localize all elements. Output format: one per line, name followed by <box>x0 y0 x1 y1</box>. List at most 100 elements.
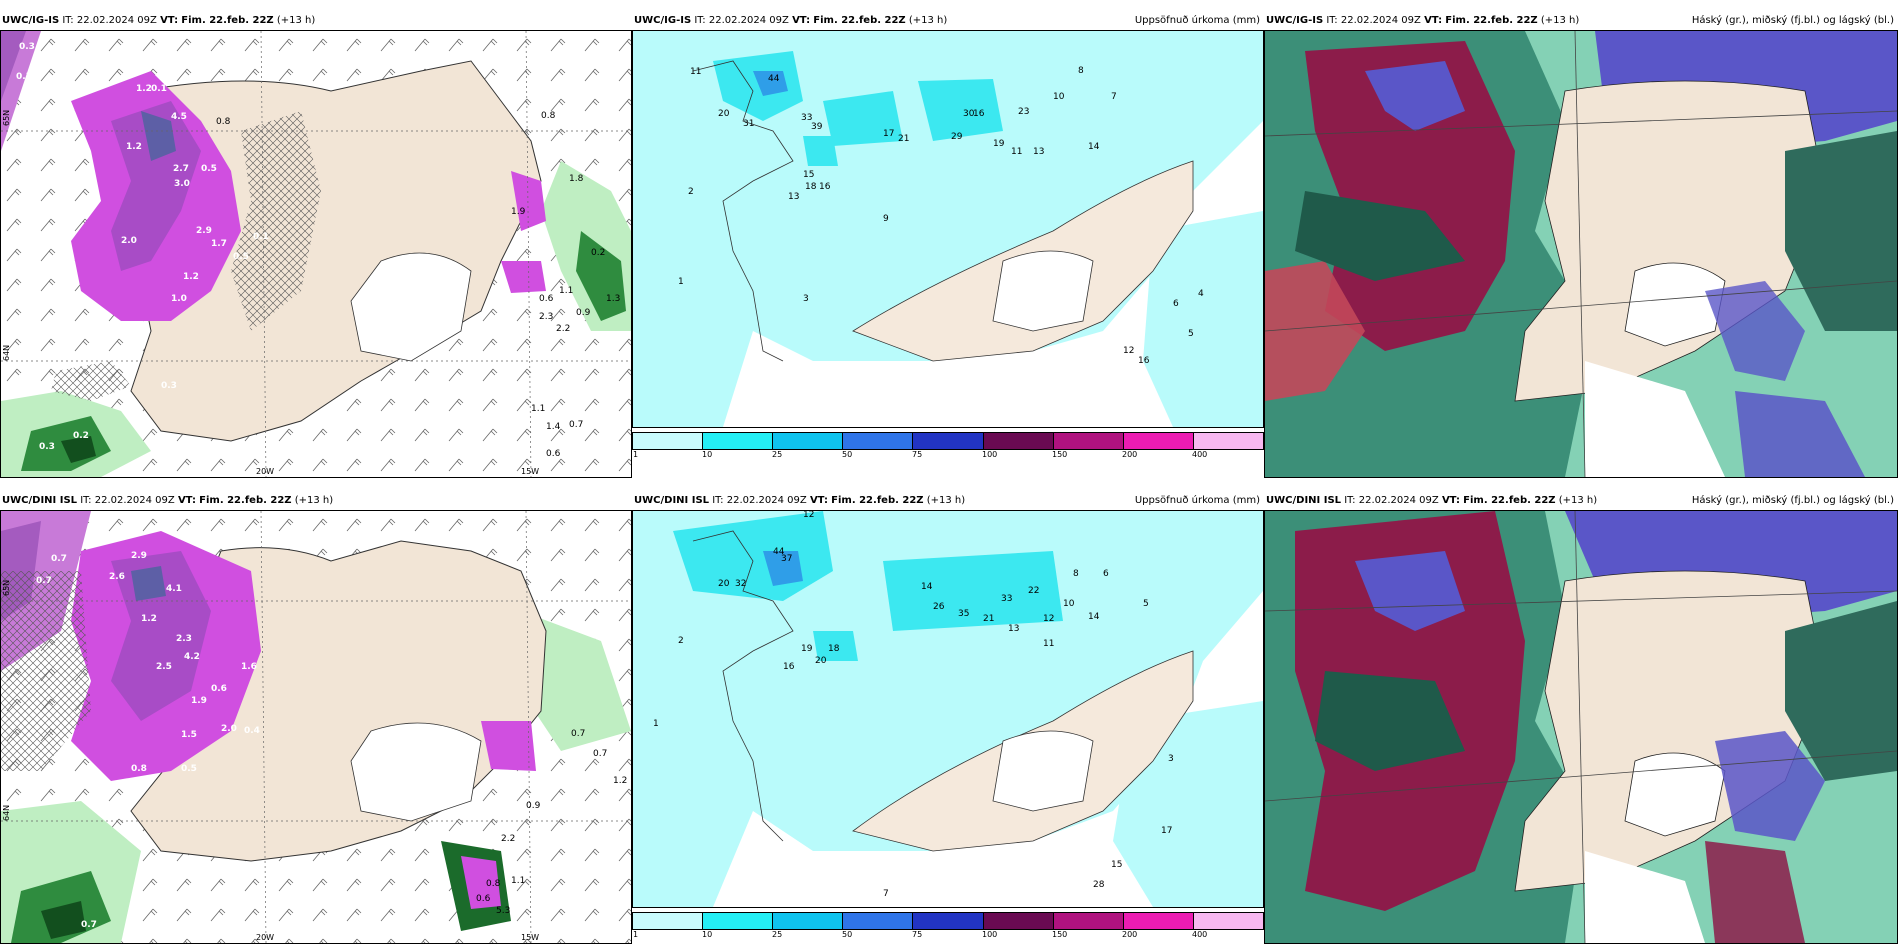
precip-value: 19 <box>993 139 1005 149</box>
precip-value: 28 <box>1093 880 1105 890</box>
precip-value: 1.0 <box>171 294 187 304</box>
init-time: IT: 22.02.2024 09Z <box>62 15 157 26</box>
precip-value: 0.7 <box>593 749 607 759</box>
precip-value: 13 <box>788 192 799 202</box>
precip-colorbar <box>632 432 1264 450</box>
precip-value: 0.3 <box>39 442 55 452</box>
model-name: UWC/IG-IS <box>634 15 692 26</box>
colorbar-tick: 1 <box>633 450 639 459</box>
precip-value: 0.3 <box>73 772 89 782</box>
wind-precip-map: 0.7 0.7 2.9 2.6 4.1 1.2 2.3 4.2 2.5 1.9 … <box>0 510 632 944</box>
lon-label: 15W <box>521 467 539 476</box>
precip-value: 8 <box>1073 569 1079 579</box>
precip-value: 2 <box>678 636 684 646</box>
panel-header: UWC/DINI ISL IT: 22.02.2024 09Z VT: Fim.… <box>1264 492 1898 510</box>
precip-map: 11 44 20 31 33 39 18 16 13 15 17 21 30 1… <box>632 30 1264 428</box>
precip-value: 1.9 <box>191 696 207 706</box>
colorbar-tick: 150 <box>1052 450 1068 459</box>
precip-value: 33 <box>801 113 812 123</box>
precip-value: 0.6 <box>539 294 554 304</box>
precip-map: 12 44 20 32 37 19 16 20 18 14 26 35 21 3… <box>632 510 1264 908</box>
precip-value: 10 <box>1063 599 1075 609</box>
colorbar-segment <box>1193 433 1263 449</box>
lon-label: 20W <box>256 467 274 476</box>
precip-value: 2.9 <box>131 551 147 561</box>
precip-value: 0.4 <box>244 726 260 736</box>
precip-value: 17 <box>883 129 894 139</box>
precip-value: 0.8 <box>541 111 556 121</box>
precip-value: 1.8 <box>569 174 584 184</box>
precip-value: 0.6 <box>546 449 561 459</box>
precip-value: 2.3 <box>539 312 553 322</box>
precip-value: 20 <box>815 656 827 666</box>
precip-svg: 12 44 20 32 37 19 16 20 18 14 26 35 21 3… <box>633 511 1263 907</box>
precip-value: 44 <box>773 547 785 557</box>
init-time: IT: 22.02.2024 09Z <box>712 495 807 506</box>
precip-value: 35 <box>958 609 969 619</box>
cloud-map <box>1264 510 1898 944</box>
precip-value: 0.7 <box>36 576 52 586</box>
precip-value: 5 <box>1143 599 1149 609</box>
precip-value: 16 <box>819 182 831 192</box>
precip-value: 14 <box>1088 612 1100 622</box>
lead-time: (+13 h) <box>1558 495 1598 506</box>
precip-value: 32 <box>735 579 746 589</box>
colorbar-tick: 50 <box>842 930 853 939</box>
precip-value: 4.1 <box>166 584 182 594</box>
valid-time: Fim. 22.feb. 22Z <box>1445 15 1538 26</box>
precip-value: 1 <box>653 719 659 729</box>
lat-label: 65N <box>2 580 11 596</box>
precip-value: 0.6 <box>211 684 227 694</box>
panel-title: Háský (gr.), miðský (fj.bl.) og lágský (… <box>1691 15 1894 26</box>
precip-value: 11 <box>1043 639 1054 649</box>
precip-value: 20 <box>718 579 730 589</box>
precip-value: 22 <box>1028 586 1039 596</box>
precip-value: 2.9 <box>196 226 212 236</box>
precip-value: 1.4 <box>546 422 561 432</box>
colorbar-segment <box>633 433 704 449</box>
precip-value: 37 <box>781 554 792 564</box>
precip-value: 2.2 <box>556 324 570 334</box>
panel-header: UWC/DINI ISL IT: 22.02.2024 09Z VT: Fim.… <box>632 492 1264 510</box>
precip-value: 3 <box>1168 754 1174 764</box>
precip-value: 0.3 <box>19 42 35 52</box>
precip-value: 16 <box>783 662 795 672</box>
precip-value: 5 <box>1188 329 1194 339</box>
colorbar-tick: 150 <box>1052 930 1068 939</box>
precip-value: 14 <box>921 582 933 592</box>
colorbar-tick: 200 <box>1122 450 1138 459</box>
precip-value: 4.5 <box>171 112 187 122</box>
precip-value: 1.2 <box>136 84 152 94</box>
precip-value: 18 <box>828 644 840 654</box>
precip-value: 3.0 <box>174 179 190 189</box>
precip-value: 2.5 <box>156 662 172 672</box>
model-name: UWC/IG-IS <box>1266 15 1324 26</box>
colorbar-segment <box>1053 433 1124 449</box>
colorbar-segment <box>703 433 774 449</box>
precip-value: 0.3 <box>163 58 179 68</box>
precip-value: 15 <box>1111 860 1122 870</box>
colorbar-tick: 10 <box>702 930 713 939</box>
lead-time: (+13 h) <box>1540 15 1580 26</box>
precip-value: 0.6 <box>476 894 491 904</box>
init-time: IT: 22.02.2024 09Z <box>80 495 175 506</box>
precip-value: 5.3 <box>496 906 510 916</box>
precip-value: 0.7 <box>81 920 97 930</box>
colorbar-segment <box>983 913 1054 929</box>
colorbar-segment <box>773 433 844 449</box>
precip-value: 20 <box>718 109 730 119</box>
panel-header: UWC/IG-IS IT: 22.02.2024 09Z VT: Fim. 22… <box>0 12 632 30</box>
valid-time: Fim. 22.feb. 22Z <box>199 495 292 506</box>
precip-value: 0.8 <box>486 879 501 889</box>
precip-value: 10 <box>1053 92 1065 102</box>
precip-value: 21 <box>983 614 994 624</box>
colorbar-tick: 25 <box>772 930 783 939</box>
colorbar-segment <box>773 913 844 929</box>
precip-value: 0.7 <box>51 554 67 564</box>
precip-value: 11 <box>690 67 701 77</box>
precip-value: 18 <box>805 182 817 192</box>
lead-time: (+13 h) <box>908 15 948 26</box>
precip-value: 12 <box>1043 614 1054 624</box>
colorbar-segment <box>913 433 984 449</box>
precip-value: 4.2 <box>184 652 200 662</box>
